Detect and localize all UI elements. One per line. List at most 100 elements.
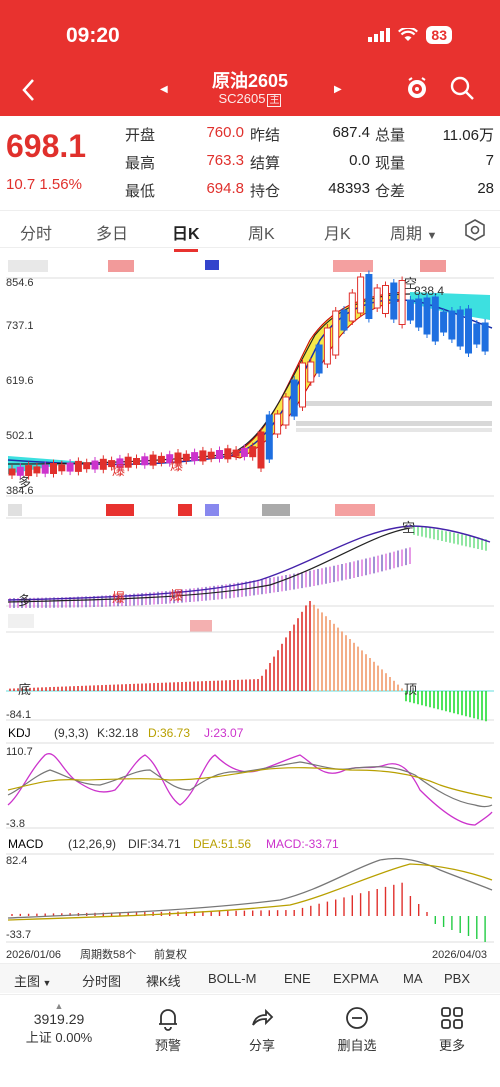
tab-pbx[interactable]: PBX: [444, 971, 471, 986]
tab-expma[interactable]: EXPMA: [333, 971, 379, 986]
tab-boll-m[interactable]: BOLL-M: [208, 971, 257, 986]
more-button[interactable]: 更多: [417, 1005, 487, 1054]
candle-body: [108, 460, 116, 468]
caret-down-icon: ▼: [426, 230, 438, 242]
kdj-indicator-name[interactable]: KDJ: [8, 726, 31, 740]
open-interest-label: 持仓: [250, 183, 281, 200]
date-start: 2026/01/06: [6, 949, 61, 961]
osc-line-1: [7, 525, 491, 601]
candle-body: [315, 344, 323, 374]
prev-settle-value: 687.4: [332, 124, 370, 141]
high-value: 763.3: [206, 152, 244, 169]
adjust-mode: 前复权: [154, 947, 187, 961]
momentum-bottom-label: -84.1: [6, 709, 31, 721]
open-label: 开盘: [125, 127, 156, 144]
candle-body: [282, 396, 290, 426]
tab-multi-day[interactable]: 多日: [96, 226, 129, 243]
duo-mark: 多: [18, 475, 31, 490]
tab-intraday[interactable]: 分时: [20, 226, 53, 243]
index-quote[interactable]: ▲ 3919.29 上证 0.00%: [24, 1001, 94, 1046]
macd-dea: DEA:51.56: [193, 837, 251, 851]
quote-panel: 698.1 10.7 1.56% 开盘 760.0 昨结 687.4 总量 11…: [0, 116, 500, 208]
kline-chart-area[interactable]: 854.6 737.1 619.6 502.1 384.6 838.4 空 多 …: [0, 250, 500, 962]
open-interest-value: 48393: [328, 180, 370, 197]
volume-label: 总量: [375, 127, 406, 144]
tab-intraday-chart[interactable]: 分时图: [82, 974, 122, 989]
candle-body: [207, 451, 215, 459]
candle-body: [340, 309, 348, 331]
momentum-pane: 底 顶 -84.1: [6, 601, 494, 722]
macd-bars: [11, 882, 486, 942]
resistance-band: [296, 428, 492, 432]
period-tabs: 分时 多日 日K 周K 月K 周期 ▼: [0, 210, 500, 252]
macd-name: MACD: [8, 837, 44, 851]
candle-body: [91, 460, 99, 470]
tab-weekly-k[interactable]: 周K: [248, 226, 275, 243]
macd-dif: DIF:34.71: [128, 837, 181, 851]
footer-toolbar: ▲ 3919.29 上证 0.00% 预警 分享 删自选 更多: [0, 994, 500, 1087]
candle-body: [465, 308, 472, 354]
index-value: 3919.29: [33, 1011, 85, 1027]
alarm-clock-icon[interactable]: [404, 75, 430, 101]
candle-body: [398, 280, 406, 325]
wifi-icon: [398, 28, 419, 41]
candle-body: [8, 468, 16, 476]
prev-contract-icon[interactable]: ◀: [160, 84, 168, 95]
candle-body: [406, 299, 414, 321]
settings-icon[interactable]: [463, 218, 487, 242]
candle-body: [166, 454, 174, 464]
macd-dif-line: [7, 857, 493, 919]
momentum-bars: [9, 601, 487, 722]
date-axis: 2026/01/06 周期数58个 前复权 2026/04/03: [6, 947, 487, 961]
ding-mark: 顶: [404, 682, 417, 697]
candle-body: [199, 450, 207, 462]
osc-bao-mark-2: 爆: [170, 588, 183, 603]
current-volume-value: 7: [485, 152, 494, 169]
tab-main-chart[interactable]: 主图 ▼: [14, 971, 51, 990]
kdj-params: (9,3,3): [54, 726, 89, 740]
alert-button[interactable]: 预警: [133, 1005, 203, 1054]
candle-body: [16, 466, 24, 476]
open-value: 760.0: [206, 124, 244, 141]
candle-body: [415, 298, 423, 328]
candle-body: [116, 458, 124, 468]
blurred-legend-9: [205, 504, 219, 516]
share-button[interactable]: 分享: [227, 1005, 297, 1054]
osc-hatch: [9, 524, 487, 608]
search-icon[interactable]: [449, 75, 475, 101]
tab-period[interactable]: 周期 ▼: [390, 220, 437, 244]
tab-ene[interactable]: ENE: [284, 971, 311, 986]
blurred-legend-11: [335, 504, 375, 516]
price-axis-2: 737.1: [6, 320, 34, 332]
minus-circle-icon: [346, 1007, 368, 1029]
tab-naked-k[interactable]: 裸K线: [146, 974, 181, 989]
tab-ma[interactable]: MA: [403, 971, 423, 986]
candle-body: [216, 450, 223, 459]
more-label: 更多: [438, 1038, 465, 1053]
back-icon[interactable]: [20, 76, 38, 104]
oscillator-pane: 空 多 爆 爆: [6, 504, 494, 608]
status-bar: 09:20 83: [0, 0, 500, 62]
blurred-legend-1: [8, 260, 48, 272]
low-value: 694.8: [206, 180, 244, 197]
tab-daily-k[interactable]: 日K: [172, 220, 200, 252]
kdj-j-line: [7, 753, 493, 826]
high-price-mark: 838.4: [414, 284, 444, 298]
remove-watchlist-button[interactable]: 删自选: [322, 1005, 392, 1054]
macd-dea-line: [7, 863, 493, 921]
low-label: 最低: [125, 183, 156, 200]
candle-body: [448, 310, 456, 340]
di-mark: 底: [18, 682, 31, 697]
candle-body: [357, 276, 365, 314]
index-up-icon: ▲: [54, 1001, 64, 1011]
tab-monthly-k[interactable]: 月K: [324, 226, 351, 243]
next-contract-icon[interactable]: ▶: [334, 84, 342, 95]
candle-body: [157, 455, 165, 463]
high-label: 最高: [125, 155, 156, 172]
macd-indicator-name[interactable]: MACD: [8, 837, 44, 851]
candle-body: [25, 465, 33, 477]
price-change: 10.7 1.56%: [6, 176, 82, 193]
kdj-k: K:32.18: [97, 726, 139, 740]
main-contract-tag: 主: [267, 94, 282, 107]
candle-body: [323, 327, 331, 365]
